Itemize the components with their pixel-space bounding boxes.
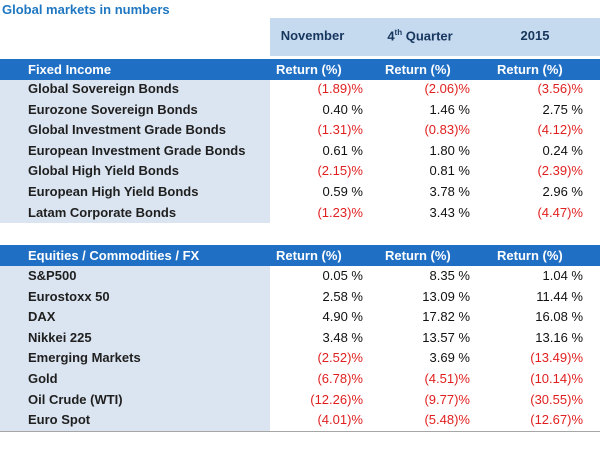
return-value: 4.90 % — [322, 309, 363, 325]
return-value: 2.75 % — [542, 101, 583, 117]
row-label: Global Sovereign Bonds — [28, 81, 179, 96]
equities-header: Equities / Commodities / FX Return (%) R… — [0, 245, 600, 266]
return-value: (5.48)% — [424, 412, 470, 428]
return-value: 3.48 % — [322, 329, 363, 345]
table-row: DAX 4.90 % 17.82 % 16.08 % — [0, 307, 600, 327]
row-label: Global High Yield Bonds — [28, 163, 179, 179]
period-november: November — [280, 28, 345, 43]
row-label: European High Yield Bonds — [28, 184, 199, 199]
row-label: S&P500 — [28, 268, 77, 283]
return-value: (2.52)% — [317, 350, 363, 366]
return-value: (1.89)% — [317, 81, 363, 96]
table-row: S&P500 0.05 % 8.35 % 1.04 % — [0, 266, 600, 286]
equities-label-column — [0, 266, 270, 431]
row-label: DAX — [28, 309, 56, 325]
column-header: Return (%) — [276, 248, 342, 263]
return-value: 16.08 % — [535, 309, 583, 325]
return-value: (4.01)% — [317, 412, 363, 428]
table-row: Euro Spot (4.01)% (5.48)% (12.67)% — [0, 410, 600, 430]
table-row: Global Sovereign Bonds (1.89)% (2.06)% (3.5… — [0, 79, 600, 99]
row-label: Eurozone Sovereign Bonds — [28, 101, 198, 117]
return-value: (6.78)% — [317, 371, 363, 386]
return-value: 8.35 % — [429, 268, 470, 283]
return-value: (12.67)% — [530, 412, 583, 428]
return-value: 0.24 % — [542, 142, 583, 158]
table-row: Emerging Markets (2.52)% 3.69 % (13.49)% — [0, 348, 600, 368]
return-value: 1.80 % — [429, 142, 470, 158]
row-label: Gold — [28, 371, 58, 386]
table-row: Nikkei 225 3.48 % 13.57 % 13.16 % — [0, 328, 600, 348]
fixed-income-label-column — [0, 80, 270, 223]
return-value: 3.43 % — [429, 204, 470, 220]
return-value: 0.05 % — [322, 268, 363, 283]
row-label: Latam Corporate Bonds — [28, 204, 177, 220]
return-value: (3.56)% — [537, 81, 583, 96]
return-value: (13.49)% — [530, 350, 583, 366]
return-value: 13.16 % — [535, 329, 583, 345]
return-value: 1.04 % — [542, 268, 583, 283]
return-value: 17.82 % — [422, 309, 470, 325]
table-row: Oil Crude (WTI) (12.26)% (9.77)% (30.55)% — [0, 390, 600, 410]
table-row: Latam Corporate Bonds (1.23)% 3.43 % (4.47)… — [0, 203, 600, 223]
return-value: (1.31)% — [317, 122, 363, 138]
table-bottom-rule — [0, 431, 600, 432]
return-value: 3.78 % — [429, 184, 470, 199]
return-value: (4.47)% — [537, 204, 583, 220]
table-row: European High Yield Bonds 0.59 % 3.78 % 2.9… — [0, 182, 600, 202]
period-year: 2015 — [520, 28, 550, 43]
return-value: (4.51)% — [424, 371, 470, 386]
fixed-income-header: Fixed Income Return (%) Return (%) Retur… — [0, 59, 600, 80]
return-value: (2.15)% — [317, 163, 363, 179]
return-value: (2.06)% — [424, 81, 470, 96]
return-value: (1.23)% — [317, 204, 363, 220]
return-value: 2.96 % — [542, 184, 583, 199]
row-label: Eurostoxx 50 — [28, 288, 110, 304]
period-header-band — [270, 18, 600, 56]
return-value: 1.46 % — [429, 101, 470, 117]
row-label: Oil Crude (WTI) — [28, 391, 123, 407]
return-value: (4.12)% — [537, 122, 583, 138]
return-value: 2.58 % — [322, 288, 363, 304]
table-row: Global Investment Grade Bonds (1.31)% (0.8… — [0, 120, 600, 140]
column-header: Return (%) — [497, 248, 563, 263]
return-value: (12.26)% — [310, 391, 363, 407]
return-value: 13.57 % — [422, 329, 470, 345]
period-quarter: 4th Quarter — [387, 28, 453, 44]
page-title: Global markets in numbers — [2, 2, 170, 17]
return-value: 13.09 % — [422, 288, 470, 304]
return-value: 3.69 % — [429, 350, 470, 366]
return-value: (9.77)% — [424, 391, 470, 407]
row-label: Emerging Markets — [28, 350, 141, 366]
column-header: Return (%) — [385, 62, 451, 77]
column-header: Return (%) — [497, 62, 563, 77]
return-value: (0.83)% — [424, 122, 470, 138]
return-value: 0.59 % — [322, 184, 363, 199]
row-label: Euro Spot — [28, 412, 91, 428]
return-value: (30.55)% — [530, 391, 583, 407]
table-row: Eurostoxx 50 2.58 % 13.09 % 11.44 % — [0, 287, 600, 307]
return-value: 11.44 % — [536, 288, 583, 304]
table-row: Gold (6.78)% (4.51)% (10.14)% — [0, 369, 600, 389]
table-row: Eurozone Sovereign Bonds 0.40 % 1.46 % 2.75… — [0, 100, 600, 120]
column-header: Return (%) — [276, 62, 342, 77]
row-label: Nikkei 225 — [28, 329, 92, 345]
table-row: Global High Yield Bonds (2.15)% 0.81 % (2.3… — [0, 161, 600, 181]
return-value: 0.81 % — [429, 163, 470, 179]
row-label: Global Investment Grade Bonds — [28, 122, 226, 138]
return-value: 0.40 % — [322, 101, 363, 117]
return-value: (10.14)% — [530, 371, 583, 386]
return-value: 0.61 % — [322, 142, 363, 158]
section-title: Fixed Income — [28, 62, 112, 77]
column-header: Return (%) — [385, 248, 451, 263]
table-row: European Investment Grade Bonds 0.61 % 1.8… — [0, 141, 600, 161]
row-label: European Investment Grade Bonds — [28, 142, 246, 158]
return-value: (2.39)% — [537, 163, 583, 179]
section-title: Equities / Commodities / FX — [28, 248, 200, 263]
